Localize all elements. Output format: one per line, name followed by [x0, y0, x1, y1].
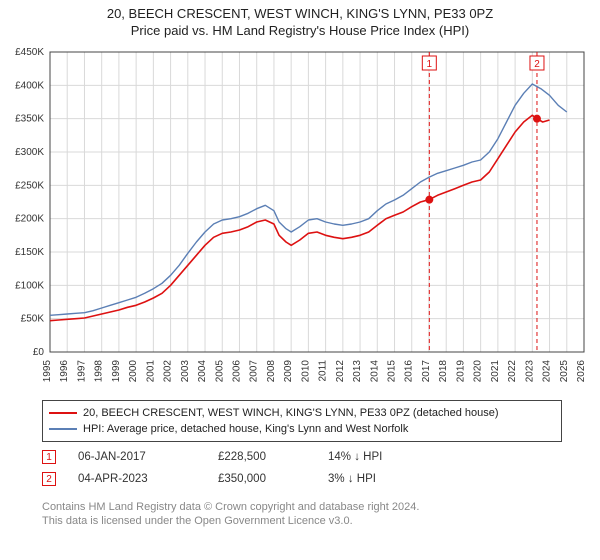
svg-text:£150K: £150K: [15, 247, 44, 258]
svg-text:1: 1: [427, 59, 433, 70]
svg-text:£450K: £450K: [15, 47, 44, 58]
title-block: 20, BEECH CRESCENT, WEST WINCH, KING'S L…: [0, 0, 600, 38]
svg-text:£400K: £400K: [15, 80, 44, 91]
svg-text:2011: 2011: [318, 360, 329, 382]
transaction-date-0: 06-JAN-2017: [78, 451, 218, 463]
legend: 20, BEECH CRESCENT, WEST WINCH, KING'S L…: [42, 400, 562, 442]
svg-text:£100K: £100K: [15, 280, 44, 291]
svg-text:1998: 1998: [94, 360, 105, 383]
svg-text:2024: 2024: [542, 360, 553, 383]
svg-text:2022: 2022: [507, 360, 518, 383]
svg-text:2004: 2004: [197, 360, 208, 383]
svg-text:2015: 2015: [387, 360, 398, 383]
svg-text:2018: 2018: [438, 360, 449, 383]
legend-label-1: HPI: Average price, detached house, King…: [83, 421, 408, 437]
svg-text:2003: 2003: [180, 360, 191, 383]
transaction-diff-0: 14% ↓ HPI: [328, 451, 438, 463]
svg-text:2017: 2017: [421, 360, 432, 383]
svg-text:£50K: £50K: [21, 314, 45, 325]
chart-subtitle: Price paid vs. HM Land Registry's House …: [0, 23, 600, 38]
transaction-row-0: 1 06-JAN-2017 £228,500 14% ↓ HPI: [42, 446, 562, 468]
svg-text:£250K: £250K: [15, 180, 44, 191]
svg-text:2016: 2016: [404, 360, 415, 383]
legend-item-1: HPI: Average price, detached house, King…: [49, 421, 555, 437]
svg-text:£300K: £300K: [15, 147, 44, 158]
transactions: 1 06-JAN-2017 £228,500 14% ↓ HPI 2 04-AP…: [42, 446, 562, 490]
svg-text:2009: 2009: [283, 360, 294, 383]
footer-line-1: Contains HM Land Registry data © Crown c…: [42, 500, 562, 514]
svg-text:£350K: £350K: [15, 114, 44, 125]
transaction-date-1: 04-APR-2023: [78, 473, 218, 485]
svg-text:2: 2: [534, 59, 540, 70]
svg-text:2001: 2001: [145, 360, 156, 383]
svg-text:2019: 2019: [455, 360, 466, 383]
svg-text:2008: 2008: [266, 360, 277, 383]
svg-text:2021: 2021: [490, 360, 501, 383]
svg-text:2006: 2006: [231, 360, 242, 383]
svg-text:2002: 2002: [163, 360, 174, 383]
transaction-row-1: 2 04-APR-2023 £350,000 3% ↓ HPI: [42, 468, 562, 490]
svg-text:1996: 1996: [59, 360, 70, 383]
legend-swatch-0: [49, 412, 77, 414]
footer: Contains HM Land Registry data © Crown c…: [42, 500, 562, 528]
transaction-price-1: £350,000: [218, 473, 328, 485]
svg-text:2020: 2020: [473, 360, 484, 383]
legend-item-0: 20, BEECH CRESCENT, WEST WINCH, KING'S L…: [49, 405, 555, 421]
svg-text:2013: 2013: [352, 360, 363, 383]
chart-svg: £0 £50K £100K £150K £200K £250K £300K £350K £400…: [10, 46, 590, 390]
svg-text:£200K: £200K: [15, 214, 44, 225]
chart-container: 20, BEECH CRESCENT, WEST WINCH, KING'S L…: [0, 0, 600, 560]
svg-text:2012: 2012: [335, 360, 346, 383]
svg-text:2000: 2000: [128, 360, 139, 383]
chart-title: 20, BEECH CRESCENT, WEST WINCH, KING'S L…: [0, 6, 600, 21]
svg-text:2025: 2025: [559, 360, 570, 383]
svg-text:1995: 1995: [42, 360, 53, 383]
transaction-diff-1: 3% ↓ HPI: [328, 473, 438, 485]
svg-text:2026: 2026: [576, 360, 587, 383]
svg-text:1999: 1999: [111, 360, 122, 383]
legend-swatch-1: [49, 428, 77, 430]
transaction-marker-1: 2: [42, 472, 56, 486]
footer-line-2: This data is licensed under the Open Gov…: [42, 514, 562, 528]
svg-text:1997: 1997: [76, 360, 87, 383]
svg-text:£0: £0: [33, 347, 45, 358]
svg-text:2010: 2010: [300, 360, 311, 383]
transaction-price-0: £228,500: [218, 451, 328, 463]
svg-text:2007: 2007: [249, 360, 260, 383]
svg-text:2023: 2023: [524, 360, 535, 383]
svg-text:2005: 2005: [214, 360, 225, 383]
chart-area: £0 £50K £100K £150K £200K £250K £300K £350K £400…: [10, 46, 590, 390]
svg-text:2014: 2014: [369, 360, 380, 383]
legend-label-0: 20, BEECH CRESCENT, WEST WINCH, KING'S L…: [83, 405, 499, 421]
transaction-marker-0: 1: [42, 450, 56, 464]
